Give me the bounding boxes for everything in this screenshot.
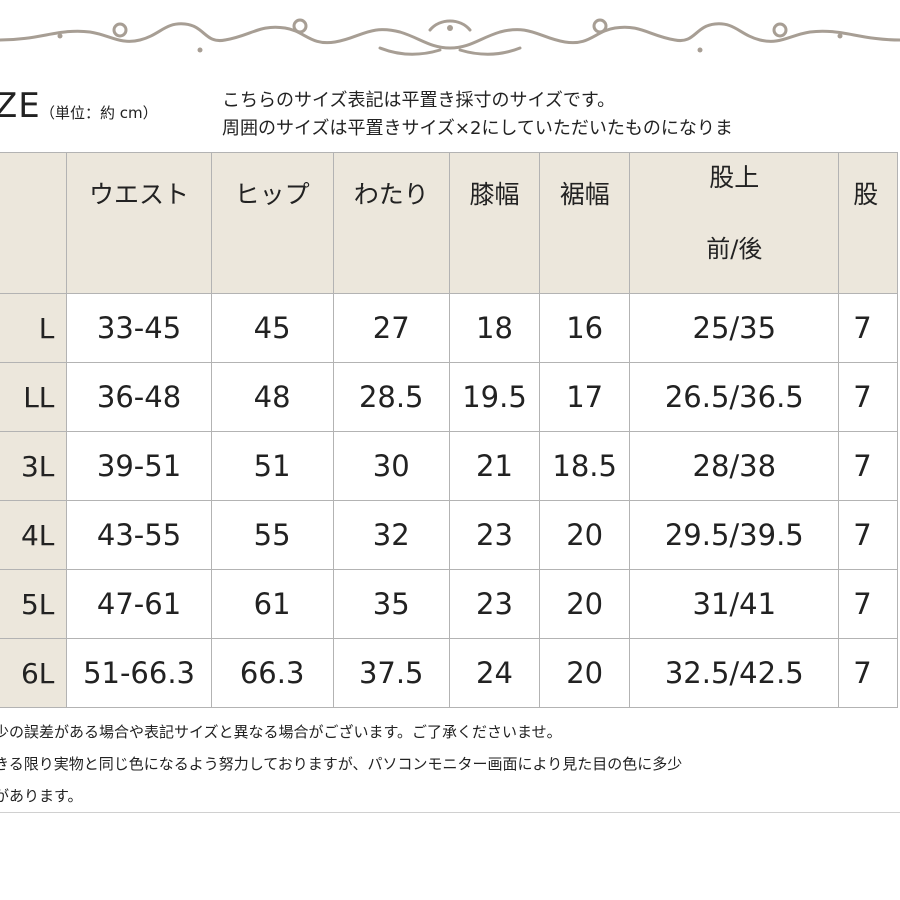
size-label-cell: 5L (0, 569, 68, 639)
table-cell: 20 (539, 500, 631, 570)
table-cell: 7 (838, 362, 898, 432)
table-cell: 25/35 (629, 293, 840, 363)
table-cell: 43-55 (66, 500, 212, 570)
table-row: 4L 43-55 55 32 23 20 29.5/39.5 7 (0, 500, 898, 570)
table-cell: 51 (210, 431, 334, 501)
size-header-cell (0, 152, 68, 294)
table-cell: 66.3 (210, 638, 334, 708)
table-cell: 23 (448, 500, 541, 570)
table-cell: 37.5 (332, 638, 450, 708)
size-label-cell: LL (0, 362, 68, 432)
table-cell: 20 (539, 569, 631, 639)
table-cell: 30 (332, 431, 450, 501)
table-cell: 32.5/42.5 (629, 638, 840, 708)
table-cell: 31/41 (629, 569, 840, 639)
table-cell: 23 (448, 569, 541, 639)
col-header-waist: ウエスト (66, 152, 212, 294)
col-header-thigh: わたり (332, 152, 450, 294)
table-cell: 21 (448, 431, 541, 501)
table-cell: 28/38 (629, 431, 840, 501)
table-row: 5L 47-61 61 35 23 20 31/41 7 (0, 569, 898, 639)
table-cell: 19.5 (448, 362, 541, 432)
size-label-cell: 4L (0, 500, 68, 570)
table-cell: 26.5/36.5 (629, 362, 840, 432)
table-cell: 45 (210, 293, 334, 363)
table-cell: 61 (210, 569, 334, 639)
table-cell: 33-45 (66, 293, 212, 363)
table-cell: 7 (838, 431, 898, 501)
size-title: ZE (0, 86, 41, 126)
table-cell: 7 (838, 638, 898, 708)
table-cell: 7 (838, 293, 898, 363)
measurement-note-1: こちらのサイズ表記は平置き採寸のサイズです。 (222, 90, 616, 111)
footer-note-1: 少の誤差がある場合や表記サイズと異なる場合がございます。ご了承くださいませ。 (0, 723, 562, 741)
table-cell: 18 (448, 293, 541, 363)
table-cell: 35 (332, 569, 450, 639)
table-cell: 16 (539, 293, 631, 363)
table-row: LL 36-48 48 28.5 19.5 17 26.5/36.5 7 (0, 362, 898, 432)
table-cell: 51-66.3 (66, 638, 212, 708)
footer-note-3: があります。 (0, 787, 83, 805)
decorative-ornament-border (0, 18, 900, 56)
col-header-hem: 裾幅 (539, 152, 631, 294)
table-cell: 29.5/39.5 (629, 500, 840, 570)
table-cell: 7 (838, 500, 898, 570)
footer-notes: 少の誤差がある場合や表記サイズと異なる場合がございます。ご了承くださいませ。 き… (0, 716, 900, 812)
col-header-rise: 股上 前/後 (629, 152, 840, 294)
table-cell: 28.5 (332, 362, 450, 432)
table-cell: 24 (448, 638, 541, 708)
measurement-note-2: 周囲のサイズは平置きサイズ×2にしていただいたものになりま (222, 118, 733, 139)
table-row: 3L 39-51 51 30 21 18.5 28/38 7 (0, 431, 898, 501)
size-label-cell: L (0, 293, 68, 363)
table-header-row: ウエスト ヒップ わたり 膝幅 裾幅 股上 前/後 股 (0, 152, 898, 294)
table-row: L 33-45 45 27 18 16 25/35 7 (0, 293, 898, 363)
footer-divider (0, 812, 900, 813)
size-label-cell: 6L (0, 638, 68, 708)
table-cell: 18.5 (539, 431, 631, 501)
size-header: ZE （単位：約 cm） こちらのサイズ表記は平置き採寸のサイズです。 周囲のサ… (0, 76, 900, 139)
table-cell: 55 (210, 500, 334, 570)
table-cell: 27 (332, 293, 450, 363)
table-row: 6L 51-66.3 66.3 37.5 24 20 32.5/42.5 7 (0, 638, 898, 708)
size-table: ウエスト ヒップ わたり 膝幅 裾幅 股上 前/後 股 L 33-45 45 27 18 1… (0, 152, 898, 708)
col-header-knee: 膝幅 (448, 152, 541, 294)
size-label-cell: 3L (0, 431, 68, 501)
table-cell: 17 (539, 362, 631, 432)
footer-note-2: きる限り実物と同じ色になるよう努力しておりますが、パソコンモニター画面により見た… (0, 755, 683, 773)
table-cell: 47-61 (66, 569, 212, 639)
table-cell: 48 (210, 362, 334, 432)
table-cell: 39-51 (66, 431, 212, 501)
table-cell: 32 (332, 500, 450, 570)
table-cell: 20 (539, 638, 631, 708)
unit-label: （単位：約 cm） (40, 104, 158, 122)
table-cell: 7 (838, 569, 898, 639)
col-header-hip: ヒップ (210, 152, 334, 294)
table-cell: 36-48 (66, 362, 212, 432)
col-header-inseam: 股 (838, 152, 898, 294)
